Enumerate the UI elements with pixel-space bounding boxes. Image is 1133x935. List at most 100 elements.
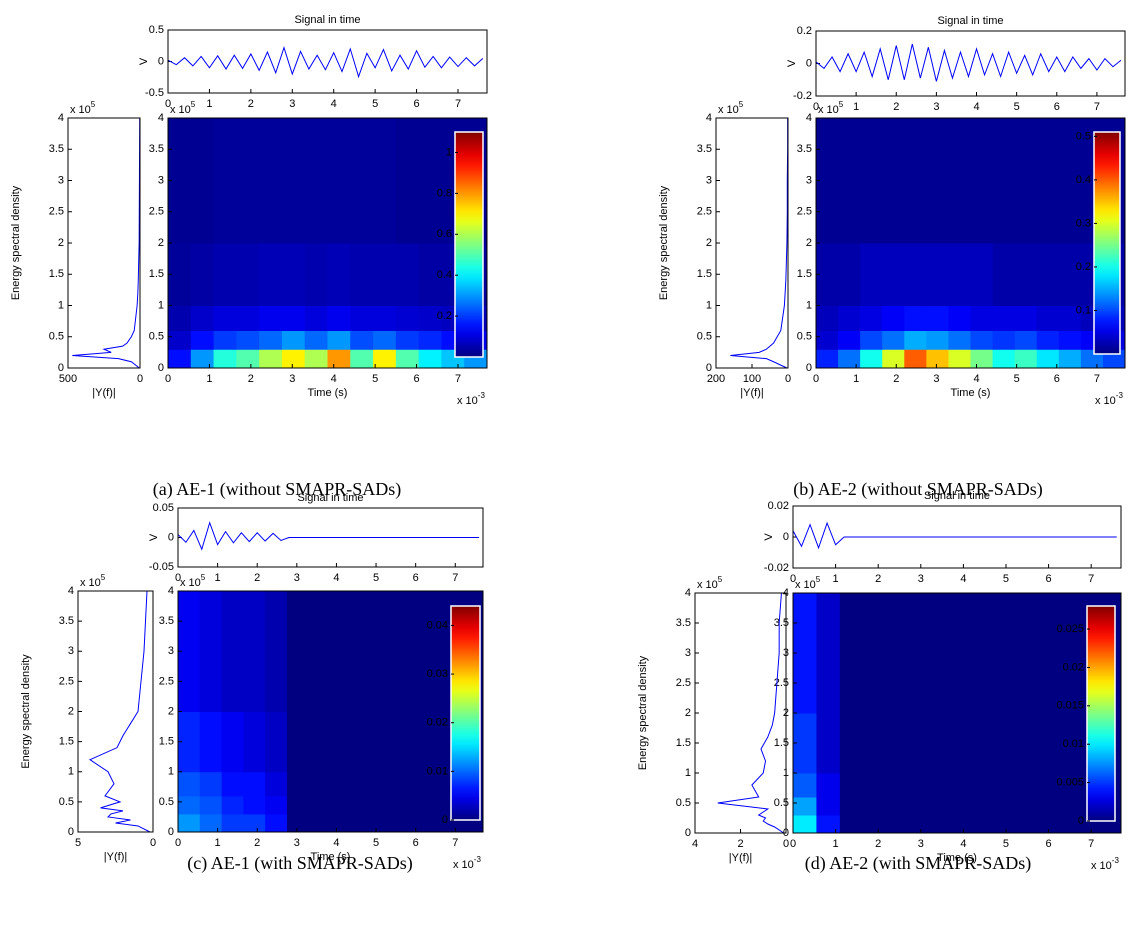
axes-frame xyxy=(167,29,488,94)
heatmap-cell xyxy=(352,795,375,815)
heatmap-cell xyxy=(190,330,215,350)
x-tick-label: 2 xyxy=(875,573,881,585)
heatmap-cell xyxy=(178,813,201,833)
heatmap-cell xyxy=(839,593,864,714)
heatmap-cell xyxy=(213,330,237,350)
heatmap-cell xyxy=(1050,773,1075,798)
axis-multiplier: x 105 xyxy=(818,100,844,116)
x-axis-label: |Y(f)| xyxy=(729,852,752,864)
plot-title: Signal in time xyxy=(937,15,1003,27)
heatmap-cell xyxy=(839,773,864,798)
heatmap-cell xyxy=(1014,243,1038,306)
x-tick-label: 5 xyxy=(373,837,379,849)
multiplier-base: x 10 xyxy=(180,577,201,589)
multiplier-base: x 10 xyxy=(1095,395,1116,407)
y-tick-label: 0 xyxy=(685,827,691,839)
heatmap-cell xyxy=(816,713,841,774)
heatmap-cell xyxy=(330,711,353,773)
x-tick-label: 0 xyxy=(813,101,819,113)
axes-frame xyxy=(815,117,1126,369)
heatmap-cell xyxy=(199,795,223,815)
y-tick-label: 4 xyxy=(168,585,174,597)
heatmap-cell xyxy=(190,349,215,369)
x-tick-label: 3 xyxy=(289,98,295,110)
x-tick-label: 3 xyxy=(289,373,295,385)
x-tick-label: 2 xyxy=(248,98,254,110)
heatmap-cell xyxy=(1036,330,1060,350)
colorbar-tick-label: 0 xyxy=(1078,815,1084,827)
y-tick-label: 2 xyxy=(168,705,174,717)
x-tick-label: 4 xyxy=(973,373,979,385)
heatmap-cell xyxy=(948,118,971,244)
heatmap-cell xyxy=(970,118,994,244)
y-tick-label: 0 xyxy=(806,57,812,69)
heatmap-cell xyxy=(816,815,841,834)
spectrum-line xyxy=(72,117,141,369)
y-tick-label: 2.5 xyxy=(149,206,164,218)
x-tick-label: 2 xyxy=(875,838,881,850)
multiplier-power: 5 xyxy=(101,573,106,582)
heatmap-cell xyxy=(395,795,419,815)
x-tick-label: 0 xyxy=(165,373,171,385)
x-tick-label: 7 xyxy=(452,572,458,584)
plot-title: Signal in time xyxy=(294,14,360,26)
heatmap-cell xyxy=(886,593,911,714)
heatmap xyxy=(816,118,1126,369)
heatmap-cell xyxy=(304,243,328,306)
heatmap-cell xyxy=(418,330,442,350)
heatmap-cell xyxy=(374,591,397,712)
heatmap-cell xyxy=(957,773,981,798)
spectrum-line xyxy=(730,118,789,369)
heatmap-cell xyxy=(910,593,935,714)
y-tick-label: 1.5 xyxy=(676,737,691,749)
heatmap-cell xyxy=(839,797,864,816)
x-tick-label: 6 xyxy=(413,572,419,584)
y-tick-label: 1 xyxy=(168,766,174,778)
y-tick-label: 0 xyxy=(58,362,64,374)
heatmap-cell xyxy=(213,305,237,331)
y-tick-label: 0.05 xyxy=(153,502,174,514)
heatmap-cell xyxy=(236,305,260,331)
multiplier-base: x 10 xyxy=(697,579,718,591)
heatmap-cell xyxy=(980,713,1005,774)
colorbar-tick-label: 0.4 xyxy=(1076,174,1091,186)
heatmap-cell xyxy=(882,330,905,350)
heatmap-cell xyxy=(259,330,283,350)
y-tick-label: 0 xyxy=(158,362,164,374)
y-axis-label: V xyxy=(763,533,775,541)
heatmap-cell xyxy=(417,813,440,833)
x-tick-label: 7 xyxy=(452,837,458,849)
heatmap-cell xyxy=(957,797,981,816)
y-tick-label: 0 xyxy=(168,531,174,543)
heatmap-cell xyxy=(933,797,958,816)
heatmap-cell xyxy=(926,349,949,369)
heatmap-cell xyxy=(904,118,927,244)
heatmap-cell xyxy=(350,118,374,244)
heatmap-cell xyxy=(281,243,306,306)
colorbar-tick-label: 0.1 xyxy=(1076,304,1091,316)
heatmap-cell xyxy=(1014,330,1038,350)
heatmap-cell xyxy=(1036,243,1060,306)
axes-frame xyxy=(177,507,484,568)
heatmap-cell xyxy=(1027,773,1052,798)
multiplier-power: 5 xyxy=(201,573,206,582)
heatmap-cell xyxy=(863,815,888,834)
x-tick-label: 4 xyxy=(331,373,337,385)
y-tick-label: 0.02 xyxy=(768,500,789,512)
heatmap-cell xyxy=(1027,797,1052,816)
x-tick-label: 0 xyxy=(165,98,171,110)
heatmap-cell xyxy=(1050,797,1075,816)
heatmap-cell xyxy=(992,243,1016,306)
heatmap-cell xyxy=(352,711,375,773)
multiplier-base: x 10 xyxy=(170,104,191,116)
heatmap-cell xyxy=(374,711,397,773)
y-tick-label: 3.5 xyxy=(159,615,174,627)
x-tick-label: 2 xyxy=(737,838,743,850)
y-tick-label: 0.5 xyxy=(797,331,812,343)
heatmap-cell xyxy=(265,591,288,712)
caption: (a) AE-1 (without SMAPR-SADs) xyxy=(153,479,402,500)
x-axis-label: Time (s) xyxy=(937,852,977,864)
heatmap-cell xyxy=(933,815,958,834)
y-tick-label: 3 xyxy=(58,174,64,186)
